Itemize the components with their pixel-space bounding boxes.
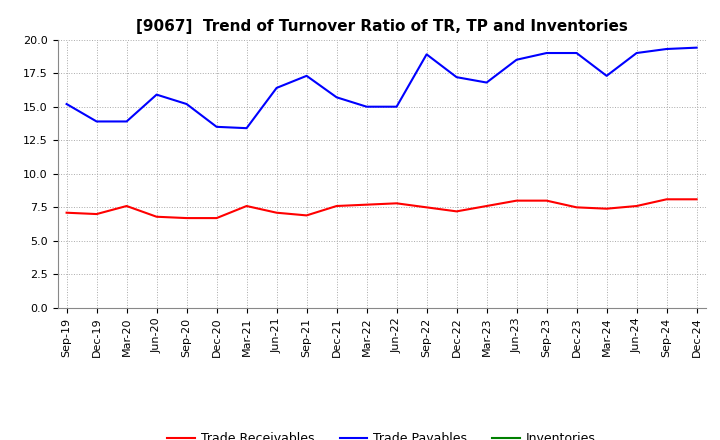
Trade Receivables — [242, 203, 251, 209]
Trade Payables — [422, 52, 431, 57]
Trade Receivables — [153, 214, 161, 220]
Trade Receivables — [422, 205, 431, 210]
Trade Receivables — [302, 213, 311, 218]
Trade Payables — [602, 73, 611, 78]
Trade Payables — [62, 101, 71, 106]
Trade Receivables — [362, 202, 371, 207]
Trade Receivables — [482, 203, 491, 209]
Trade Payables — [333, 95, 341, 100]
Trade Payables — [452, 74, 461, 80]
Trade Receivables — [272, 210, 281, 215]
Trade Payables — [632, 50, 641, 55]
Trade Receivables — [452, 209, 461, 214]
Trade Payables — [392, 104, 401, 109]
Trade Payables — [542, 50, 551, 55]
Trade Receivables — [693, 197, 701, 202]
Trade Payables — [153, 92, 161, 97]
Trade Payables — [513, 57, 521, 62]
Trade Receivables — [513, 198, 521, 203]
Trade Payables — [572, 50, 581, 55]
Trade Payables — [92, 119, 101, 124]
Trade Receivables — [392, 201, 401, 206]
Trade Receivables — [212, 216, 221, 221]
Trade Payables — [662, 46, 671, 51]
Line: Trade Payables: Trade Payables — [66, 48, 697, 128]
Trade Payables — [182, 101, 191, 106]
Legend: Trade Receivables, Trade Payables, Inventories: Trade Receivables, Trade Payables, Inven… — [162, 427, 601, 440]
Trade Payables — [302, 73, 311, 78]
Trade Payables — [242, 125, 251, 131]
Trade Receivables — [182, 216, 191, 221]
Trade Payables — [122, 119, 131, 124]
Trade Payables — [362, 104, 371, 109]
Trade Receivables — [632, 203, 641, 209]
Trade Receivables — [602, 206, 611, 211]
Trade Receivables — [572, 205, 581, 210]
Trade Payables — [272, 85, 281, 91]
Trade Receivables — [92, 211, 101, 216]
Trade Payables — [482, 80, 491, 85]
Trade Payables — [212, 124, 221, 129]
Title: [9067]  Trend of Turnover Ratio of TR, TP and Inventories: [9067] Trend of Turnover Ratio of TR, TP… — [135, 19, 628, 34]
Line: Trade Receivables: Trade Receivables — [66, 199, 697, 218]
Trade Receivables — [62, 210, 71, 215]
Trade Payables — [693, 45, 701, 50]
Trade Receivables — [662, 197, 671, 202]
Trade Receivables — [542, 198, 551, 203]
Trade Receivables — [333, 203, 341, 209]
Trade Receivables — [122, 203, 131, 209]
